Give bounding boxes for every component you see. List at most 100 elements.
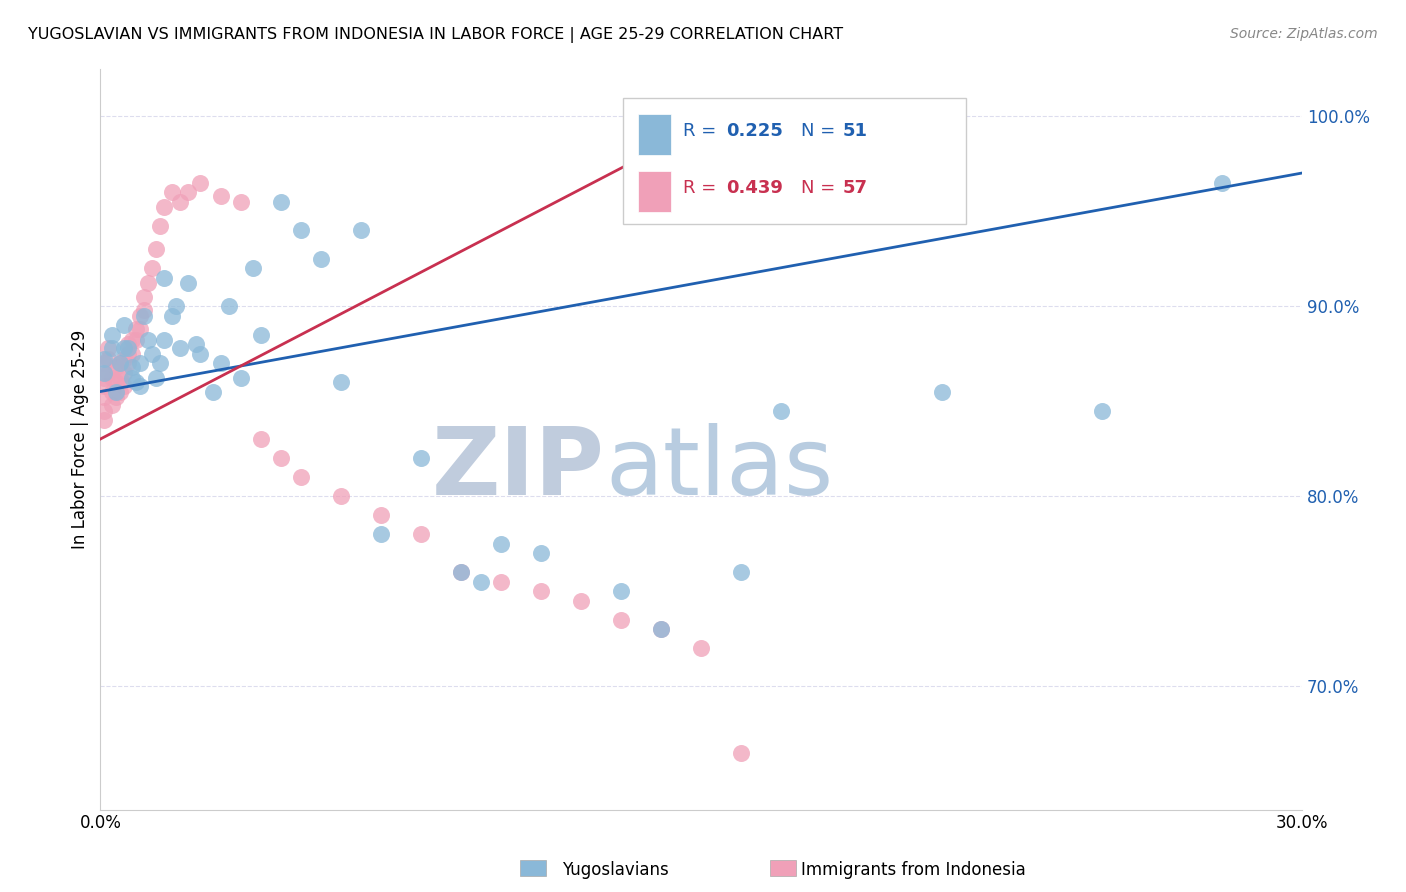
Point [112,366,135,380]
Point [93,403,115,417]
Text: 57: 57 [844,179,868,197]
Text: R =: R = [683,179,723,197]
Point [329,489,352,503]
Point [138,333,160,347]
Point [93,390,115,404]
Point [101,327,124,342]
Point [121,359,143,374]
Point [730,565,752,579]
Point [290,223,312,237]
Point [931,384,953,399]
Point [101,371,124,385]
Point [112,318,135,332]
Point [450,565,472,579]
Point [129,379,152,393]
Point [97,341,120,355]
FancyBboxPatch shape [623,98,966,224]
Point [145,371,167,385]
Point [110,371,132,385]
Point [138,277,160,291]
Point [350,223,373,237]
Point [134,302,156,317]
Bar [520,860,546,876]
Point [129,322,152,336]
Point [97,352,120,367]
Text: atlas: atlas [605,423,834,515]
Text: ZIP: ZIP [432,423,605,515]
Point [770,403,793,417]
Point [450,565,472,579]
Point [112,341,135,355]
Point [93,413,115,427]
Text: R =: R = [683,122,723,140]
Point [101,341,124,355]
Point [209,356,232,370]
Point [162,185,184,199]
Point [162,309,184,323]
Point [110,384,132,399]
Point [141,346,163,360]
Point [186,337,208,351]
Point [690,640,713,655]
Text: N =: N = [801,122,841,140]
Point [141,260,163,275]
Point [218,299,240,313]
Point [249,327,271,342]
Point [110,356,132,370]
Point [117,346,139,360]
Text: Source: ZipAtlas.com: Source: ZipAtlas.com [1230,27,1378,41]
Text: 51: 51 [844,122,868,140]
Point [610,584,633,599]
Point [489,574,512,589]
Point [93,366,115,380]
Point [177,185,200,199]
Point [117,341,139,355]
Point [134,289,156,303]
Point [1091,403,1114,417]
FancyBboxPatch shape [637,114,671,155]
Text: 0.439: 0.439 [727,179,783,197]
Point [270,194,292,209]
Point [121,333,143,347]
Point [650,622,672,636]
Point [489,536,512,550]
Point [125,375,148,389]
Point [93,379,115,393]
Point [409,450,432,465]
Point [125,333,148,347]
Point [177,277,200,291]
Point [105,359,128,374]
Point [134,309,156,323]
Text: Yugoslavians: Yugoslavians [562,861,669,879]
Point [121,346,143,360]
Point [105,384,128,399]
Text: Immigrants from Indonesia: Immigrants from Indonesia [801,861,1026,879]
Point [270,450,292,465]
Point [169,194,191,209]
Point [249,432,271,446]
Point [370,527,392,541]
Bar [770,860,796,876]
Point [117,337,139,351]
Point [470,574,492,589]
Point [153,270,176,285]
Point [149,219,172,234]
Point [153,200,176,214]
Text: 0.225: 0.225 [727,122,783,140]
Point [145,242,167,256]
Point [93,371,115,385]
Point [530,546,553,560]
Text: N =: N = [801,179,841,197]
Point [105,390,128,404]
Point [112,352,135,367]
Point [409,527,432,541]
Point [229,371,252,385]
Point [93,352,115,367]
Point [201,384,224,399]
Point [129,309,152,323]
Point [101,398,124,412]
Point [101,384,124,399]
Point [149,356,172,370]
Point [190,176,212,190]
Point [530,584,553,599]
